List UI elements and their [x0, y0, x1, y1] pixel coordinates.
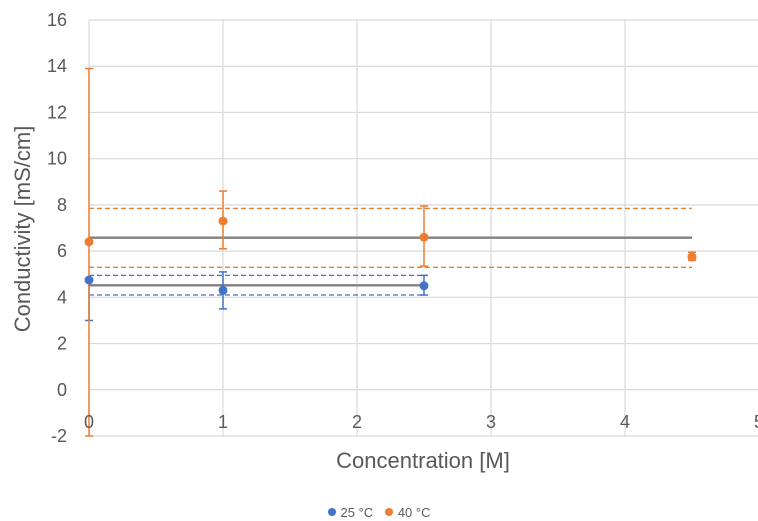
x-tick-label: 5: [754, 412, 758, 432]
error-bars: [85, 67, 696, 437]
y-tick-label: 8: [57, 195, 67, 215]
chart-legend: 25 °C 40 °C: [0, 504, 758, 520]
y-tick-label: 2: [57, 334, 67, 354]
x-tick-label: 0: [84, 412, 94, 432]
data-point-25c: [218, 285, 228, 295]
y-axis-title: Conductivity [mS/cm]: [10, 126, 35, 333]
y-tick-labels: -2 0 2 4 6 8 10 12 14 16: [47, 10, 67, 446]
x-axis-title: Concentration [M]: [336, 448, 510, 473]
data-points: [84, 216, 697, 295]
y-tick-label: 0: [57, 380, 67, 400]
x-tick-label: 2: [352, 412, 362, 432]
y-tick-label: 14: [47, 56, 67, 76]
legend-label-40c: 40 °C: [397, 504, 431, 520]
mean-lines: [89, 236, 692, 287]
legend-marker-25c: [327, 508, 336, 516]
legend-item-25c: 25 °C: [327, 504, 374, 520]
legend-marker-40c: [384, 508, 393, 516]
x-tick-label: 1: [218, 412, 228, 432]
y-tick-label: 4: [57, 287, 67, 307]
bound-lines: [89, 207, 692, 296]
legend-item-40c: 40 °C: [384, 504, 431, 520]
y-tick-label: -2: [51, 426, 67, 446]
data-point-40c: [218, 216, 228, 226]
data-point-40c: [419, 232, 429, 242]
data-point-40c: [687, 252, 697, 262]
data-point-40c: [84, 237, 94, 247]
data-point-25c: [419, 281, 429, 291]
x-tick-label: 4: [620, 412, 630, 432]
y-tick-label: 16: [47, 10, 67, 30]
legend-label-25c: 25 °C: [340, 504, 374, 520]
x-tick-label: 3: [486, 412, 496, 432]
y-tick-label: 10: [47, 149, 67, 169]
x-tick-labels: 0 1 2 3 4 5: [84, 412, 758, 432]
y-tick-label: 6: [57, 241, 67, 261]
y-tick-label: 12: [47, 102, 67, 122]
data-point-25c: [84, 275, 94, 285]
